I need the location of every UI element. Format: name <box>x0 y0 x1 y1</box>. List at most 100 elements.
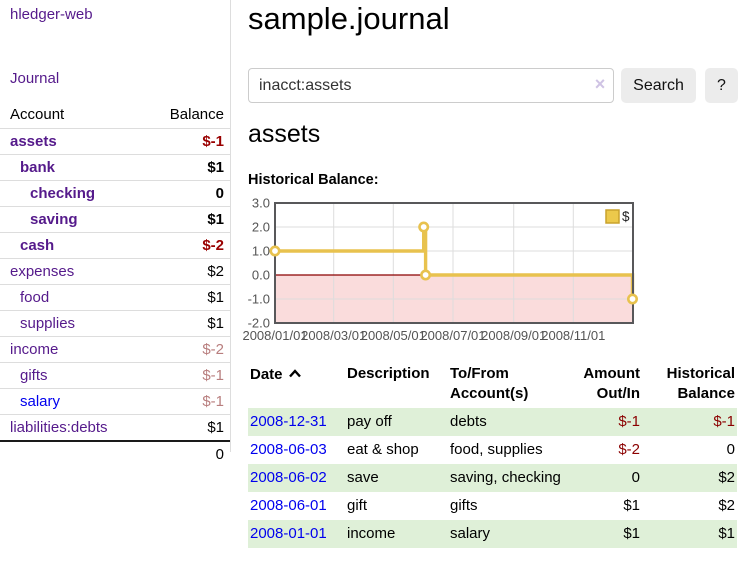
account-row: liabilities:debts $1 <box>0 414 230 441</box>
svg-text:2008/01/01: 2008/01/01 <box>242 328 307 343</box>
main-content: sample.journal × Search ? assets Histori… <box>242 0 742 582</box>
svg-text:-1.0: -1.0 <box>248 292 270 307</box>
transaction-description: pay off <box>345 408 448 436</box>
legend-swatch <box>605 209 620 224</box>
clear-search-icon[interactable]: × <box>594 74 606 94</box>
chart-border <box>274 202 634 324</box>
account-balance: $1 <box>142 154 230 181</box>
account-row: checking 0 <box>0 180 230 207</box>
account-link-bank[interactable]: bank <box>20 159 56 176</box>
register-header-balance: Historical Balance <box>666 365 735 402</box>
transaction-balance: 0 <box>726 441 735 458</box>
svg-text:1.0: 1.0 <box>252 244 270 259</box>
account-balance: $2 <box>142 258 230 285</box>
account-link-supplies[interactable]: supplies <box>20 315 76 332</box>
account-heading: assets <box>248 120 321 148</box>
transaction-balance: $2 <box>718 497 735 514</box>
account-balance: 0 <box>142 180 230 207</box>
transaction-date-link[interactable]: 2008-06-03 <box>250 441 327 458</box>
transaction-description: gift <box>347 497 368 514</box>
account-balance: $-1 <box>142 128 230 155</box>
account-link-liabilities-debts[interactable]: liabilities:debts <box>10 419 108 436</box>
account-link-expenses[interactable]: expenses <box>10 263 75 280</box>
register-header-accounts: To/From Account(s) <box>450 365 529 402</box>
register-row: 2008-06-02 save saving, checking 0 $2 <box>248 464 737 492</box>
account-balance: $1 <box>142 310 230 337</box>
transaction-date-link[interactable]: 2008-12-31 <box>250 413 327 430</box>
register-row: 2008-01-01 income salary $1 $1 <box>248 520 737 548</box>
account-balance: $1 <box>142 284 230 311</box>
account-link-salary[interactable]: salary <box>20 393 61 410</box>
transaction-balance: $2 <box>642 464 737 492</box>
transaction-amount: $1 <box>623 497 640 514</box>
app-title-link[interactable]: hledger-web <box>10 6 93 23</box>
transaction-description: income <box>345 520 448 548</box>
register-row: 2008-06-01 gift gifts $1 $2 <box>248 492 737 520</box>
transaction-balance: $1 <box>642 520 737 548</box>
account-link-assets[interactable]: assets <box>10 133 57 150</box>
account-balance: $-2 <box>142 232 230 259</box>
transaction-date-link[interactable]: 2008-06-01 <box>250 497 327 514</box>
transaction-accounts: gifts <box>450 497 478 514</box>
account-row: cash $-2 <box>0 232 230 259</box>
transaction-description: save <box>345 464 448 492</box>
historical-balance-chart[interactable]: $ 3.0 2.0 1.0 0.0 -1.0 -2.0 2008/01/01 2… <box>242 194 742 346</box>
account-link-cash[interactable]: cash <box>20 237 55 254</box>
transaction-amount: $-2 <box>618 441 640 458</box>
svg-text:0.0: 0.0 <box>252 268 270 283</box>
transaction-accounts: salary <box>448 520 570 548</box>
x-axis-ticks: 2008/01/01 2008/03/01 2008/05/01 2008/07… <box>242 328 605 343</box>
y-axis-ticks: 3.0 2.0 1.0 0.0 -1.0 -2.0 <box>248 196 270 331</box>
data-point-markers <box>269 221 638 305</box>
search-button[interactable]: Search <box>621 68 696 103</box>
transaction-accounts: food, supplies <box>450 441 543 458</box>
register-row: 2008-06-03 eat & shop food, supplies $-2… <box>248 436 737 464</box>
account-link-food[interactable]: food <box>20 289 50 306</box>
register-header-amount: Amount Out/In <box>583 365 640 402</box>
transaction-description: eat & shop <box>347 441 419 458</box>
account-row: supplies $1 <box>0 310 230 337</box>
transaction-amount: $1 <box>570 520 642 548</box>
sidebar-item-journal[interactable]: Journal <box>10 70 60 87</box>
account-balance: $-1 <box>142 362 230 389</box>
register-row: 2008-12-31 pay off debts $-1 $-1 <box>248 408 737 436</box>
account-row: income $-2 <box>0 336 230 363</box>
transaction-date-link[interactable]: 2008-01-01 <box>250 525 327 542</box>
account-row: expenses $2 <box>0 258 230 285</box>
account-link-income[interactable]: income <box>10 341 59 358</box>
sort-ascending-icon <box>288 364 302 384</box>
legend-label: $ <box>622 209 630 224</box>
account-row: salary $-1 <box>0 388 230 415</box>
search-form: × Search ? <box>248 68 742 106</box>
svg-text:2.0: 2.0 <box>252 220 270 235</box>
register-table: Date Description To/From Account(s) Amou… <box>248 360 737 548</box>
account-link-gifts[interactable]: gifts <box>20 367 48 384</box>
accounts-header-account: Account <box>10 106 65 123</box>
search-input[interactable] <box>248 68 614 103</box>
accounts-total-row: 0 <box>0 440 230 467</box>
svg-text:-2.0: -2.0 <box>248 316 270 331</box>
transaction-accounts: saving, checking <box>448 464 570 492</box>
account-row: assets $-1 <box>0 128 230 155</box>
svg-text:2008/11/01: 2008/11/01 <box>541 328 605 343</box>
accounts-total-value: 0 <box>142 440 230 467</box>
help-button[interactable]: ? <box>705 68 738 103</box>
sidebar: hledger-web Journal Account Balance asse… <box>0 0 231 467</box>
chart-title: Historical Balance: <box>248 172 379 188</box>
account-link-checking[interactable]: checking <box>30 185 96 202</box>
svg-text:2008/09/01: 2008/09/01 <box>481 328 546 343</box>
svg-text:3.0: 3.0 <box>252 196 270 211</box>
page-title: sample.journal <box>248 1 450 36</box>
account-balance: $1 <box>142 206 230 233</box>
transaction-accounts: debts <box>448 408 570 436</box>
transaction-amount: 0 <box>570 464 642 492</box>
account-link-saving[interactable]: saving <box>30 211 78 228</box>
transaction-date-link[interactable]: 2008-06-02 <box>250 469 327 486</box>
account-row: food $1 <box>0 284 230 311</box>
register-header-description: Description <box>347 365 430 382</box>
account-row: saving $1 <box>0 206 230 233</box>
transaction-amount: $-1 <box>570 408 642 436</box>
register-header-row: Date Description To/From Account(s) Amou… <box>248 360 737 408</box>
account-balance: $1 <box>142 414 230 441</box>
register-header-date[interactable]: Date <box>248 360 345 408</box>
